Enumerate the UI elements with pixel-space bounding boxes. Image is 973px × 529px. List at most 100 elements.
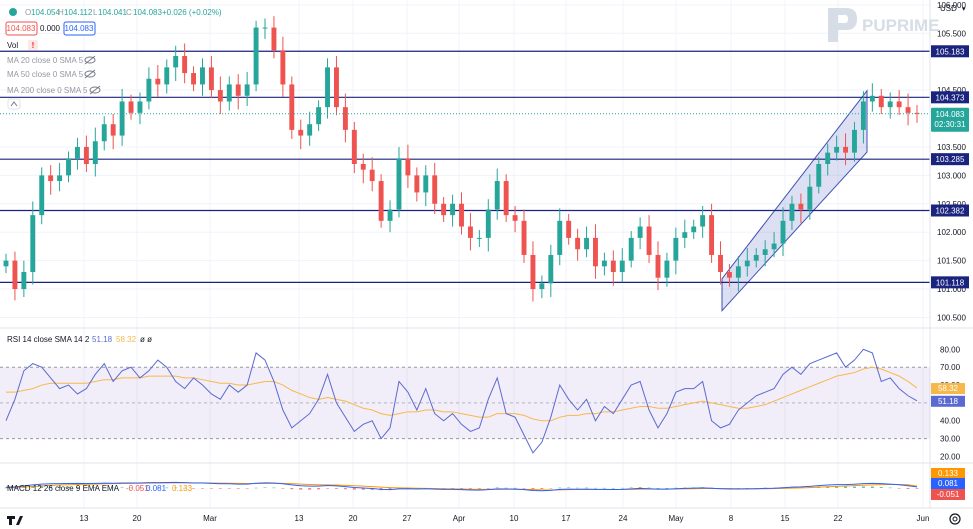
time-tick-label: 10 bbox=[510, 514, 519, 523]
macd-histogram-bar bbox=[31, 486, 35, 488]
grid bbox=[0, 0, 930, 508]
candle-body bbox=[110, 124, 116, 136]
candle-body bbox=[66, 158, 71, 176]
candle-body bbox=[316, 107, 322, 125]
horizontal-levels[interactable] bbox=[0, 50, 930, 283]
macd-histogram-bar bbox=[879, 487, 883, 488]
candle-body bbox=[905, 107, 911, 113]
change-value: +0.026 (+0.02%) bbox=[162, 8, 222, 17]
macd-histogram-bar bbox=[593, 487, 597, 489]
market-open-icon bbox=[9, 8, 17, 16]
macd-histogram-bar bbox=[460, 488, 463, 489]
candle-body bbox=[512, 215, 518, 221]
countdown-value: 02:30:31 bbox=[934, 120, 966, 129]
price-tick-label: 101.000 bbox=[937, 285, 966, 294]
level-tag-label: 103.285 bbox=[936, 155, 965, 164]
candle-body bbox=[726, 272, 732, 278]
candle-body bbox=[914, 112, 920, 114]
macd-histogram-bar bbox=[602, 487, 606, 489]
macd-histogram-bar bbox=[451, 488, 455, 489]
low-label: L bbox=[93, 8, 98, 17]
macd-histogram-bar bbox=[495, 487, 499, 489]
candle-body bbox=[423, 175, 429, 193]
candle-body bbox=[655, 254, 661, 278]
chevron-down-icon[interactable]: ▾ bbox=[962, 5, 966, 13]
candle-body bbox=[798, 203, 804, 210]
ma50-label[interactable]: MA 50 close 0 SMA 5 bbox=[7, 70, 84, 79]
macd-histogram-bar bbox=[174, 487, 178, 489]
macd-histogram-bar bbox=[540, 488, 544, 489]
price-tick-label: 103.000 bbox=[937, 171, 966, 180]
ma200-label[interactable]: MA 200 close 0 SMA 5 bbox=[7, 86, 88, 95]
collapse-legend-icon[interactable] bbox=[7, 98, 21, 110]
rsi-title: RSI 14 close SMA 14 2 bbox=[7, 335, 90, 344]
eye-hidden-icon[interactable] bbox=[84, 55, 101, 95]
level-tag bbox=[931, 91, 969, 104]
macd-histogram-bar bbox=[58, 486, 62, 488]
candle-body bbox=[628, 237, 634, 261]
level-tag bbox=[931, 153, 969, 166]
price-axis[interactable]: 106.000 105.500 104.500 103.500 103.000 102.5… bbox=[937, 1, 966, 323]
candle-body bbox=[298, 129, 304, 136]
candle-body bbox=[369, 169, 375, 182]
rsi-tick-label: 40.00 bbox=[940, 417, 961, 426]
macd-signal-tag-value: 0.133 bbox=[938, 469, 959, 478]
macd-histogram-bar bbox=[665, 488, 669, 489]
ma20-label[interactable]: MA 20 close 0 SMA 5 bbox=[7, 56, 84, 65]
macd-histogram-bar bbox=[861, 486, 865, 488]
macd-histogram-bar bbox=[254, 487, 258, 489]
level-tag bbox=[931, 204, 969, 217]
open-value: 104.054 bbox=[31, 8, 60, 17]
time-tick-label: 27 bbox=[403, 514, 412, 523]
macd-hist-tag-value: -0.051 bbox=[937, 490, 960, 499]
candle-body bbox=[450, 203, 456, 216]
time-tick-label: 22 bbox=[834, 514, 843, 523]
macd-histogram-bar bbox=[549, 488, 553, 489]
rsi-tick-label: 70.00 bbox=[940, 363, 961, 372]
candle-body bbox=[235, 84, 241, 96]
candle-body bbox=[441, 203, 447, 216]
last-price-tag: 104.083 02:30:31 bbox=[931, 107, 969, 132]
price-tick-label: 103.500 bbox=[937, 143, 966, 152]
price-tick-label: 105.500 bbox=[937, 29, 966, 38]
candle-body bbox=[860, 101, 866, 130]
macd-histogram-bar bbox=[629, 487, 633, 489]
candle-body bbox=[575, 237, 581, 250]
spread-value: 0.000 bbox=[40, 24, 61, 33]
macd-histogram-bar bbox=[40, 486, 44, 488]
candle-body bbox=[887, 101, 893, 108]
candle-body bbox=[780, 220, 786, 244]
macd-histogram-bar bbox=[674, 487, 678, 489]
candle-body bbox=[289, 84, 295, 130]
rsi-tick-label: 30.00 bbox=[940, 435, 961, 444]
candle-body bbox=[459, 203, 464, 227]
candle-body bbox=[467, 226, 473, 238]
macd-histogram-bar bbox=[388, 488, 392, 491]
price-tick-label: 102.500 bbox=[937, 200, 966, 209]
candle-body bbox=[503, 181, 509, 216]
macd-legend-value: 0.081 bbox=[146, 484, 167, 493]
bid-ask[interactable]: 104.083 0.000 104.083 bbox=[5, 21, 96, 36]
candle-body bbox=[601, 260, 607, 267]
macd-histogram-bar bbox=[522, 488, 526, 489]
volume-label[interactable]: Vol bbox=[7, 41, 18, 50]
currency-label[interactable]: USD bbox=[940, 4, 957, 13]
macd-histogram-bar bbox=[245, 488, 249, 489]
candle-body bbox=[646, 226, 652, 255]
close-value: 104.083 bbox=[133, 8, 162, 17]
macd-histogram-bar bbox=[165, 487, 169, 489]
time-axis[interactable]: 13 20 Mar 13 20 27 Apr 10 17 24 May 8 15 22 Jun bbox=[80, 514, 930, 523]
low-value: 104.041 bbox=[98, 8, 127, 17]
macd-histogram-bar bbox=[49, 486, 53, 488]
candle-body bbox=[146, 78, 152, 102]
macd-histogram-bar bbox=[209, 488, 213, 489]
candlesticks bbox=[3, 16, 920, 302]
volume-alert-icon[interactable]: ! bbox=[28, 40, 38, 50]
level-tag bbox=[931, 276, 969, 289]
tradingview-logo-icon[interactable] bbox=[5, 513, 25, 526]
candle-body bbox=[226, 84, 232, 102]
candle-body bbox=[691, 226, 697, 233]
candle-body bbox=[744, 260, 750, 267]
settings-gear-icon[interactable] bbox=[949, 513, 961, 525]
